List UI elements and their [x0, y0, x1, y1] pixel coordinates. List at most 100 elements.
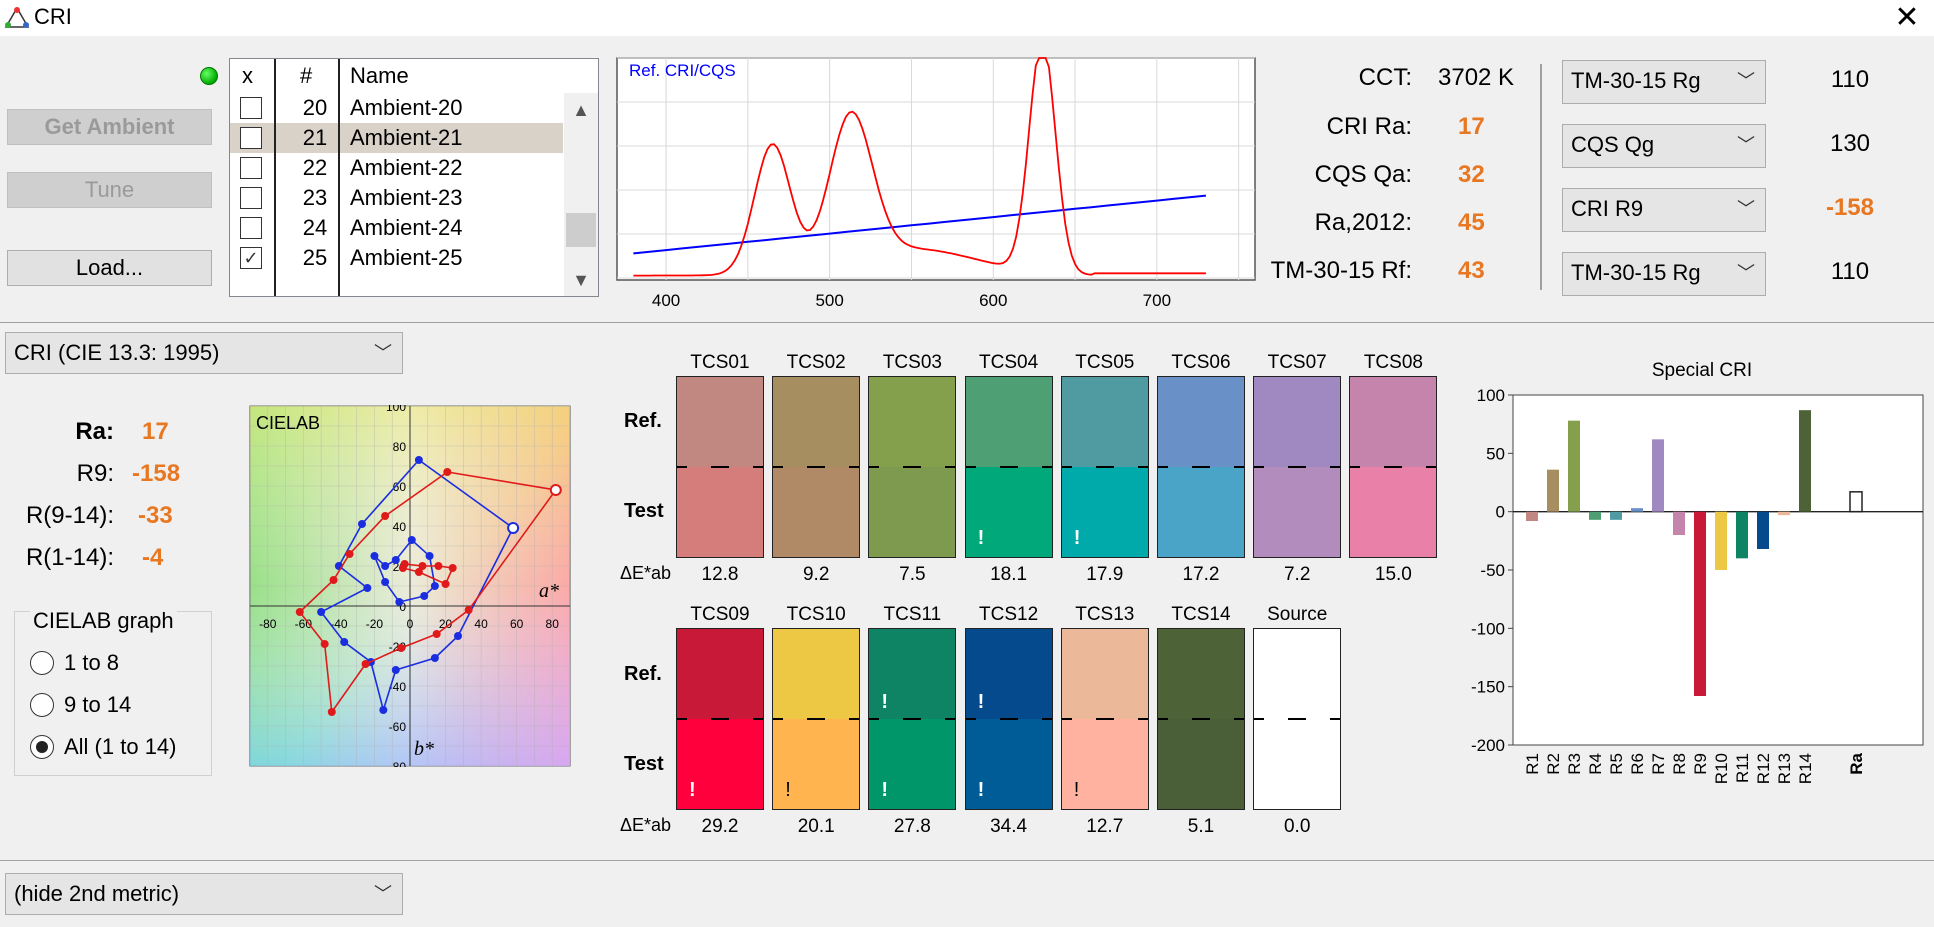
tcs-delta-e: 18.1 — [990, 564, 1028, 585]
tcs-header: TCS04 — [979, 352, 1039, 373]
list-item[interactable]: 23 Ambient-23 — [230, 183, 563, 213]
special-cri-y-tick: -200 — [1471, 736, 1505, 755]
tcs-ref-color — [677, 629, 763, 719]
metric-select-1[interactable]: TM-30-15 Rg ﹀ — [1562, 60, 1766, 104]
scroll-up-icon[interactable]: ▲ — [572, 100, 590, 120]
reference-inner-points-point — [370, 552, 379, 560]
cielab-y-tick: 100 — [386, 405, 406, 414]
tcs-header: TCS09 — [690, 604, 750, 625]
section-divider — [0, 322, 1934, 323]
list-scrollbar[interactable]: ▲ ▼ — [564, 93, 598, 296]
list-item[interactable]: 24 Ambient-24 — [230, 213, 563, 243]
tcs-header: TCS13 — [1075, 604, 1135, 625]
test-gamut-outline-point — [320, 640, 329, 648]
a-axis-label: a* — [539, 580, 559, 602]
tcs-delta-e: 17.9 — [1086, 564, 1124, 585]
tcs-ref-color — [869, 377, 956, 467]
tcs-delta-e: 12.7 — [1086, 816, 1124, 837]
second-metric-select[interactable]: (hide 2nd metric) ﹀ — [5, 873, 403, 915]
special-cri-bar-R3 — [1568, 420, 1580, 512]
cielab-plot-label: CIELAB — [256, 413, 320, 433]
tcs-divider — [1254, 466, 1341, 468]
radio-button-icon[interactable] — [30, 735, 54, 759]
special-cri-bar-R1 — [1526, 511, 1538, 521]
special-cri-bar-R11 — [1736, 511, 1748, 559]
tcs-ref-color — [1350, 377, 1437, 467]
tcs-divider — [869, 718, 956, 720]
row-checkbox[interactable] — [240, 127, 262, 149]
special-cri-bar-R10 — [1715, 511, 1727, 570]
close-icon[interactable]: ✕ — [1894, 1, 1920, 34]
special-cri-bar-R9 — [1694, 511, 1706, 696]
tcs-test-color — [1158, 719, 1244, 809]
tcs-ref-color — [1254, 377, 1341, 467]
cielab-x-tick: 80 — [546, 617, 560, 631]
special-cri-bar-R5 — [1610, 511, 1622, 520]
tcs-divider — [1158, 718, 1244, 720]
chevron-down-icon: ﹀ — [374, 884, 392, 904]
cielab-y-tick: -80 — [389, 760, 407, 767]
tcs-header: TCS10 — [786, 604, 846, 625]
tcs-swatch: !! — [868, 628, 957, 810]
column-header-name[interactable]: Name — [350, 63, 409, 88]
load-button[interactable]: Load... — [7, 250, 212, 286]
get-ambient-button[interactable]: Get Ambient — [7, 109, 212, 145]
reference-gamut-outline-point — [430, 654, 439, 662]
special-cri-y-tick: -100 — [1471, 619, 1505, 638]
list-item[interactable]: 20 Ambient-20 — [230, 93, 563, 123]
metric-select-4[interactable]: TM-30-15 Rg ﹀ — [1562, 252, 1766, 296]
scroll-down-icon[interactable]: ▼ — [572, 270, 590, 290]
tcs-ref-color — [1158, 377, 1244, 467]
special-cri-bar-R6 — [1631, 508, 1643, 512]
tcs-ref-color — [1158, 629, 1244, 719]
metric-select-2[interactable]: CQS Qg ﹀ — [1562, 124, 1766, 168]
metric-select-3[interactable]: CRI R9 ﹀ — [1562, 188, 1766, 232]
list-item[interactable]: 21 Ambient-21 — [230, 123, 563, 153]
reference-gamut-outline-point — [379, 706, 388, 714]
tcs-delta-e: 20.1 — [797, 816, 835, 837]
warning-icon: ! — [785, 779, 791, 801]
column-header-number[interactable]: # — [300, 63, 313, 88]
reference-gamut-outline-point — [317, 608, 326, 616]
reference-gamut-outline-point — [391, 666, 400, 674]
row-checkbox[interactable]: ✓ — [240, 247, 262, 269]
row-checkbox[interactable] — [240, 217, 262, 239]
row-checkbox[interactable] — [240, 97, 262, 119]
tcs-divider — [677, 718, 763, 720]
scroll-thumb[interactable] — [566, 213, 596, 247]
tcs-header: TCS12 — [979, 604, 1039, 625]
cielab-plot: -80-60-40-20020406080100806040200-20-40-… — [249, 405, 571, 767]
tcs-swatch: !! — [964, 628, 1053, 810]
tune-button[interactable]: Tune — [7, 172, 212, 208]
tcs-header: TCS14 — [1171, 604, 1231, 625]
cielab-x-tick: 0 — [407, 617, 414, 631]
column-header-x[interactable]: x — [242, 63, 253, 88]
test-inner-points-point — [414, 568, 423, 576]
metric-select-label: CQS Qg — [1571, 132, 1655, 157]
tcs-ref-color — [1254, 629, 1341, 719]
row-checkbox[interactable] — [240, 187, 262, 209]
tcs-swatch: ! — [1060, 376, 1149, 558]
warning-icon: ! — [977, 691, 985, 713]
list-item[interactable]: ✓ 25 Ambient-25 — [230, 243, 563, 273]
special-cri-category: R12 — [1754, 753, 1773, 784]
warning-icon: ! — [881, 691, 889, 713]
row-checkbox[interactable] — [240, 157, 262, 179]
metrics-separator — [1540, 64, 1542, 290]
reference-marker — [507, 522, 520, 534]
test-gamut-outline-point — [464, 606, 473, 614]
tcs-header: TCS01 — [690, 352, 750, 373]
list-item[interactable]: 22 Ambient-22 — [230, 153, 563, 183]
tcs-ref-color — [1061, 629, 1148, 719]
cielab-y-tick: -40 — [389, 680, 407, 694]
tcs-header: TCS05 — [1075, 352, 1135, 373]
metric-select-value: 110 — [1830, 66, 1870, 93]
radio-button-icon[interactable] — [30, 651, 54, 675]
title-bar — [0, 0, 1934, 36]
cri-method-select[interactable]: CRI (CIE 13.3: 1995) ﹀ — [5, 332, 403, 374]
measurement-list[interactable]: x # Name 20 Ambient-20 21 Ambient-21 22 Ambie… — [229, 58, 599, 297]
special-cri-category: R14 — [1796, 753, 1815, 784]
warning-icon: ! — [1073, 779, 1080, 801]
tcs-test-color — [1350, 467, 1437, 557]
radio-button-icon[interactable] — [30, 693, 54, 717]
